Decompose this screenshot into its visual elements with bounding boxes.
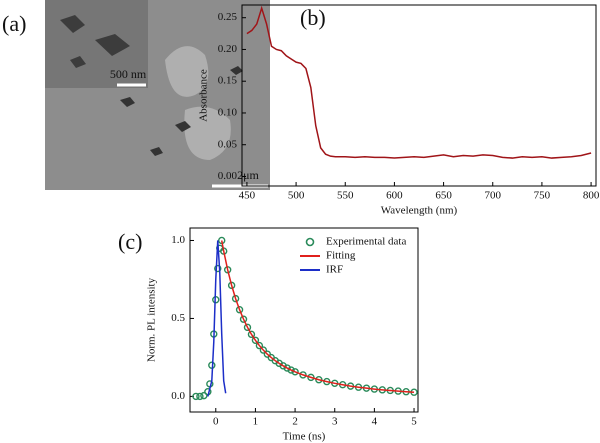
y-axis-label: Absorbance xyxy=(198,69,210,122)
x-tick-label: 2 xyxy=(292,416,298,428)
x-tick-label: 4 xyxy=(372,416,378,428)
data-point xyxy=(299,371,307,379)
x-axis-label: Wavelength (nm) xyxy=(381,205,458,217)
data-line xyxy=(246,5,592,159)
x-tick-label: 600 xyxy=(386,190,403,202)
x-axis-label: Time (ns) xyxy=(283,431,326,443)
data-point xyxy=(239,315,248,323)
y-tick-label: 0.00 xyxy=(218,170,238,182)
y-tick-label: 0.25 xyxy=(218,11,238,23)
data-point xyxy=(200,391,208,400)
panel-label: (c) xyxy=(118,229,142,254)
sem-image: 500 nm 2μm xyxy=(45,0,270,190)
data-point xyxy=(259,346,268,354)
data-point xyxy=(196,392,204,401)
panel-label: (b) xyxy=(300,5,326,30)
y-tick-label: 0.5 xyxy=(171,312,185,324)
data-point xyxy=(255,341,264,350)
legend-label: IRF xyxy=(326,264,343,276)
data-point xyxy=(247,330,256,339)
panel-label: (a) xyxy=(2,11,26,36)
data-point xyxy=(291,368,299,376)
x-tick-label: 5 xyxy=(411,416,417,428)
x-tick-label: 550 xyxy=(337,190,354,202)
data-point xyxy=(283,364,291,372)
data-point xyxy=(235,306,244,314)
y-tick-label: 0.15 xyxy=(218,75,238,87)
plot-frame xyxy=(189,227,419,413)
data-point xyxy=(192,392,200,401)
data-point xyxy=(231,294,240,303)
data-point xyxy=(307,373,315,382)
inset-scale-label: 500 nm xyxy=(110,67,147,81)
x-tick-label: 650 xyxy=(435,190,452,202)
x-tick-label: 750 xyxy=(534,190,551,202)
data-point xyxy=(243,323,252,332)
data-point xyxy=(287,366,295,374)
y-tick-label: 1.0 xyxy=(171,234,185,246)
x-tick-label: 0 xyxy=(213,416,219,428)
y-tick-label: 0.10 xyxy=(218,106,238,118)
data-line xyxy=(207,240,227,397)
plot-frame xyxy=(241,4,597,187)
x-tick-label: 450 xyxy=(239,190,256,202)
y-axis-label: Norm. PL intensity xyxy=(146,277,158,362)
legend-label: Experimental data xyxy=(326,236,406,248)
data-point xyxy=(251,336,260,344)
x-tick-label: 500 xyxy=(288,190,305,202)
y-tick-label: 0.0 xyxy=(171,390,185,402)
x-tick-label: 800 xyxy=(583,190,600,202)
legend-label: Fitting xyxy=(326,250,356,262)
legend-marker xyxy=(305,237,315,247)
data-point xyxy=(214,264,222,273)
data-line xyxy=(220,240,415,393)
x-tick-label: 1 xyxy=(253,416,259,428)
x-tick-label: 3 xyxy=(332,416,338,428)
x-tick-label: 700 xyxy=(485,190,502,202)
y-tick-label: 0.20 xyxy=(218,43,238,55)
scale-label: 2μm xyxy=(237,168,259,182)
y-tick-label: 0.05 xyxy=(218,138,238,150)
